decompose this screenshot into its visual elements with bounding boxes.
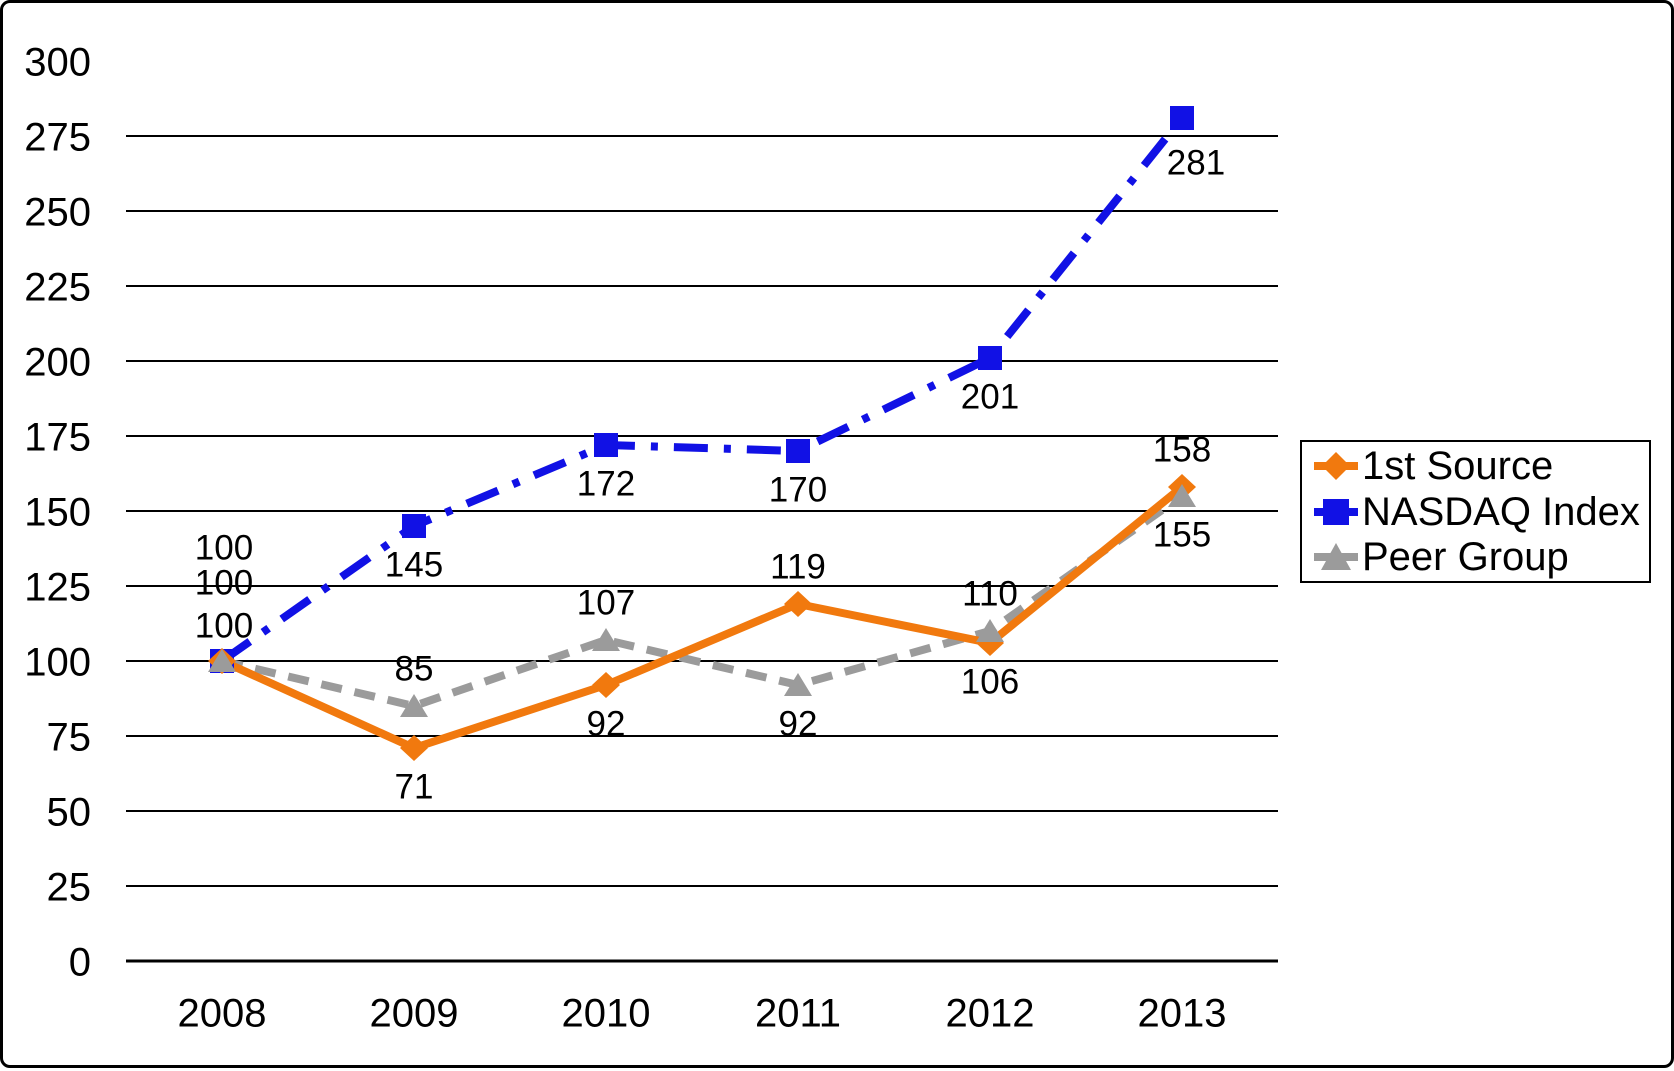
y-axis-label: 275 <box>24 115 91 159</box>
data-point-marker-peer-group <box>592 628 620 651</box>
data-point-marker-peer-group <box>1168 484 1196 507</box>
data-label-nasdaq-index: 281 <box>1167 144 1225 183</box>
series-line-1st-source <box>220 483 1185 752</box>
y-axis-label: 125 <box>24 565 91 609</box>
data-point-marker-nasdaq-index <box>786 439 810 463</box>
data-label-peer-group: 107 <box>577 584 635 623</box>
y-axis-label: 100 <box>24 640 91 684</box>
data-label-peer-group: 110 <box>962 575 1018 614</box>
legend-item-1st-source: 1st Source <box>1312 444 1649 488</box>
y-axis-label: 300 <box>24 40 91 84</box>
data-point-marker-peer-group <box>784 673 812 696</box>
series-line-peer-group <box>221 492 1185 710</box>
data-label-1st-source: 92 <box>587 705 626 744</box>
y-axis-label: 150 <box>24 490 91 534</box>
data-point-marker-1st-source <box>400 735 428 761</box>
data-label-1st-source: 158 <box>1153 431 1211 470</box>
data-point-marker-1st-source <box>592 672 620 698</box>
y-axis-label: 250 <box>24 190 91 234</box>
data-label-peer-group: 85 <box>395 650 434 689</box>
data-label-nasdaq-index: 201 <box>961 378 1019 417</box>
y-axis-label: 50 <box>47 790 92 834</box>
data-point-marker-peer-group <box>208 649 236 672</box>
x-axis-label: 2012 <box>946 991 1035 1035</box>
x-axis-label: 2013 <box>1138 991 1227 1035</box>
data-point-marker-nasdaq-index <box>978 346 1002 370</box>
legend-label-1st-source: 1st Source <box>1362 443 1554 488</box>
data-label-1st-source: 71 <box>395 768 434 807</box>
y-axis-label: 175 <box>24 415 91 459</box>
data-point-marker-nasdaq-index <box>594 433 618 457</box>
data-point-marker-nasdaq-index <box>402 514 426 538</box>
y-axis-label: 25 <box>47 865 92 909</box>
series-line-nasdaq-index <box>219 115 1186 665</box>
x-axis-label: 2010 <box>562 991 651 1035</box>
data-label-nasdaq-index: 170 <box>769 471 827 510</box>
legend: 1st Source NASDAQ Index Peer Group <box>1300 440 1651 583</box>
data-label-nasdaq-index: 145 <box>385 546 443 585</box>
legend-marker-square-icon <box>1314 498 1358 525</box>
data-point-marker-peer-group <box>400 694 428 717</box>
legend-item-peer-group: Peer Group <box>1312 535 1649 579</box>
data-label-1st-source: 100 <box>195 529 253 568</box>
y-axis-label: 200 <box>24 340 91 384</box>
x-axis-label: 2008 <box>178 991 267 1035</box>
data-label-peer-group: 100 <box>195 607 253 646</box>
data-label-nasdaq-index: 172 <box>577 465 635 504</box>
data-label-1st-source: 119 <box>770 548 826 587</box>
x-axis-label: 2011 <box>755 991 841 1035</box>
x-axis-label: 2009 <box>370 991 459 1035</box>
data-point-marker-peer-group <box>976 619 1004 642</box>
data-label-1st-source: 106 <box>961 663 1019 702</box>
data-label-nasdaq-index: 100 <box>195 564 253 603</box>
y-axis-label: 75 <box>47 715 92 759</box>
performance-line-chart: 0 25 50 75 100 125 150 175 200 225 250 275 300 2008 20… <box>24 40 1278 1035</box>
legend-item-nasdaq-index: NASDAQ Index <box>1312 490 1649 534</box>
data-label-peer-group: 92 <box>779 705 818 744</box>
y-axis-label: 225 <box>24 265 91 309</box>
data-point-marker-1st-source <box>784 591 812 617</box>
data-label-peer-group: 155 <box>1153 516 1211 555</box>
legend-marker-triangle-icon <box>1314 543 1358 571</box>
data-point-marker-nasdaq-index <box>1170 106 1194 130</box>
y-axis-label: 0 <box>69 940 91 984</box>
legend-marker-diamond-icon <box>1314 451 1358 480</box>
legend-label-nasdaq-index: NASDAQ Index <box>1362 489 1640 534</box>
legend-label-peer-group: Peer Group <box>1362 535 1569 580</box>
